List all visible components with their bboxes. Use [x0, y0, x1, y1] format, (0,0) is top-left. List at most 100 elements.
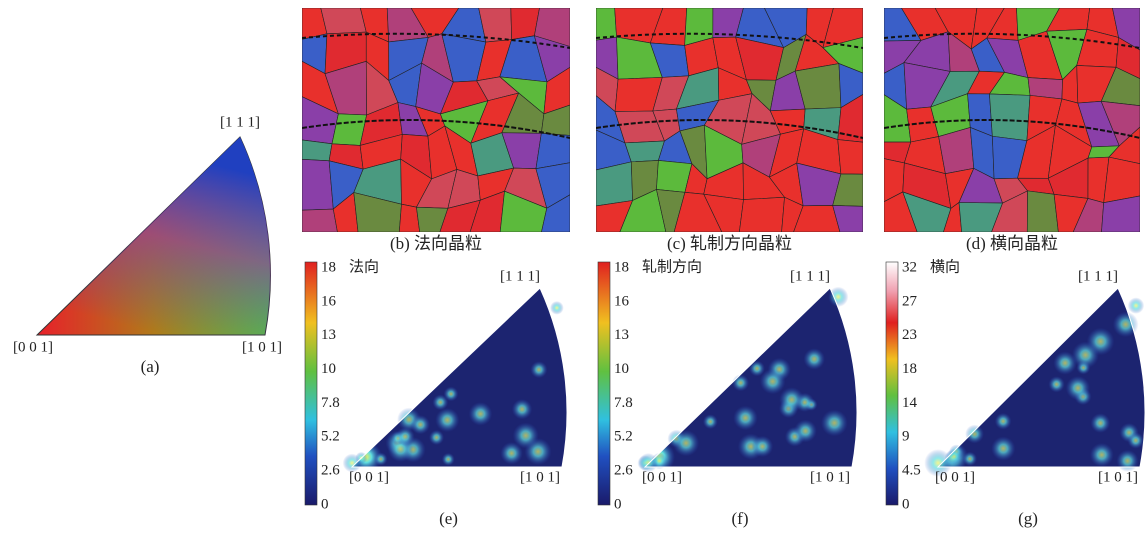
density-spot [468, 402, 493, 426]
colorbar-tick-label: 10 [321, 361, 336, 377]
grain [541, 194, 570, 232]
grain [991, 190, 1028, 232]
pole-outline [643, 287, 858, 468]
density-spot [779, 387, 805, 413]
density-spot [991, 436, 1016, 461]
density-spot [702, 414, 718, 430]
grain [302, 208, 338, 232]
colorbar [597, 261, 611, 506]
grain [1100, 66, 1140, 106]
grain [1101, 195, 1140, 232]
pole-label: [1 1 1] [500, 268, 540, 284]
defect-line [884, 119, 1140, 139]
defect-line [302, 119, 570, 139]
colorbar-tick-label: 7.8 [614, 395, 633, 411]
grain [499, 190, 548, 232]
grain [902, 191, 952, 232]
pole-outline [936, 287, 1146, 468]
caption: (g) [1018, 509, 1038, 528]
grain [320, 8, 367, 35]
defect-line [596, 32, 863, 49]
defect-line [596, 119, 863, 139]
colorbar-tick-label: 0 [902, 496, 910, 512]
colorbar-tick-label: 16 [321, 293, 337, 309]
grain [781, 196, 804, 232]
grain [793, 205, 841, 232]
density-spot [512, 422, 539, 449]
density-spot [1071, 341, 1100, 369]
colorbar-tick-label: 14 [902, 395, 918, 411]
caption: (f) [732, 509, 749, 528]
density-spot [441, 452, 455, 466]
grain [1072, 198, 1105, 232]
density-spot [828, 286, 849, 307]
density-spot [500, 441, 523, 465]
colorbar-tick-label: 32 [902, 259, 917, 275]
density-spot [1065, 375, 1091, 401]
pole-label: [0 0 1] [642, 469, 682, 485]
density-spot [410, 414, 431, 435]
density-spot [1127, 297, 1145, 314]
density-spot [1112, 311, 1139, 338]
grain [541, 104, 570, 136]
density-spot [962, 451, 978, 467]
density-spot [395, 427, 415, 447]
grain [398, 203, 420, 232]
density-spot [733, 405, 758, 431]
grains [302, 8, 570, 232]
pole-label: [1 1 1] [1078, 268, 1118, 284]
pole-label: [1 0 1] [810, 469, 850, 485]
grain [703, 193, 744, 232]
grain [837, 139, 863, 175]
density-spot [946, 448, 963, 465]
colorbar-tick-label: 2.6 [321, 463, 340, 479]
grain [469, 190, 505, 232]
colorbar-tick-label: 18 [614, 259, 629, 275]
density-spot [1053, 351, 1077, 375]
grain [739, 196, 785, 232]
density-spot [443, 386, 459, 402]
density-spot [994, 412, 1012, 430]
grain [1115, 36, 1140, 80]
density-spot [530, 361, 548, 379]
ipf-triangle-overlay [37, 137, 271, 335]
grain [832, 205, 863, 232]
colorbar-tick-label: 16 [614, 293, 630, 309]
ipf-label: [0 0 1] [13, 339, 53, 355]
grain [1112, 8, 1140, 51]
defect-line [302, 32, 570, 49]
ipf-label: [1 1 1] [220, 114, 260, 130]
colorbar [304, 261, 318, 506]
grains [884, 8, 1140, 232]
grain [673, 192, 723, 232]
density-spot [1048, 376, 1065, 393]
defect-line [884, 32, 1140, 49]
grain [619, 189, 667, 232]
grain [838, 63, 863, 109]
density-spot [803, 348, 825, 370]
grain [353, 192, 402, 232]
colorbar [885, 261, 899, 506]
grain [822, 36, 863, 74]
pole-label: [0 0 1] [349, 469, 389, 485]
density-spot [374, 452, 388, 466]
colorbar-tick-label: 27 [902, 293, 918, 309]
density-spot [820, 409, 848, 437]
grain [958, 202, 1004, 232]
grain [884, 191, 918, 232]
density-spot [672, 429, 700, 457]
grain [534, 8, 570, 47]
grain [1103, 156, 1140, 204]
colorbar-tick-label: 2.6 [614, 463, 633, 479]
caption: (b) 法向晶粒 [390, 234, 482, 253]
pole-outline [350, 287, 568, 468]
grain-map [596, 8, 863, 232]
grain [302, 159, 334, 211]
ipf-label: [1 0 1] [242, 339, 282, 355]
grain [943, 201, 962, 232]
density-spot [435, 407, 460, 433]
grain [837, 94, 863, 143]
grain [989, 93, 1031, 141]
caption: (d) 横向晶粒 [966, 234, 1058, 253]
